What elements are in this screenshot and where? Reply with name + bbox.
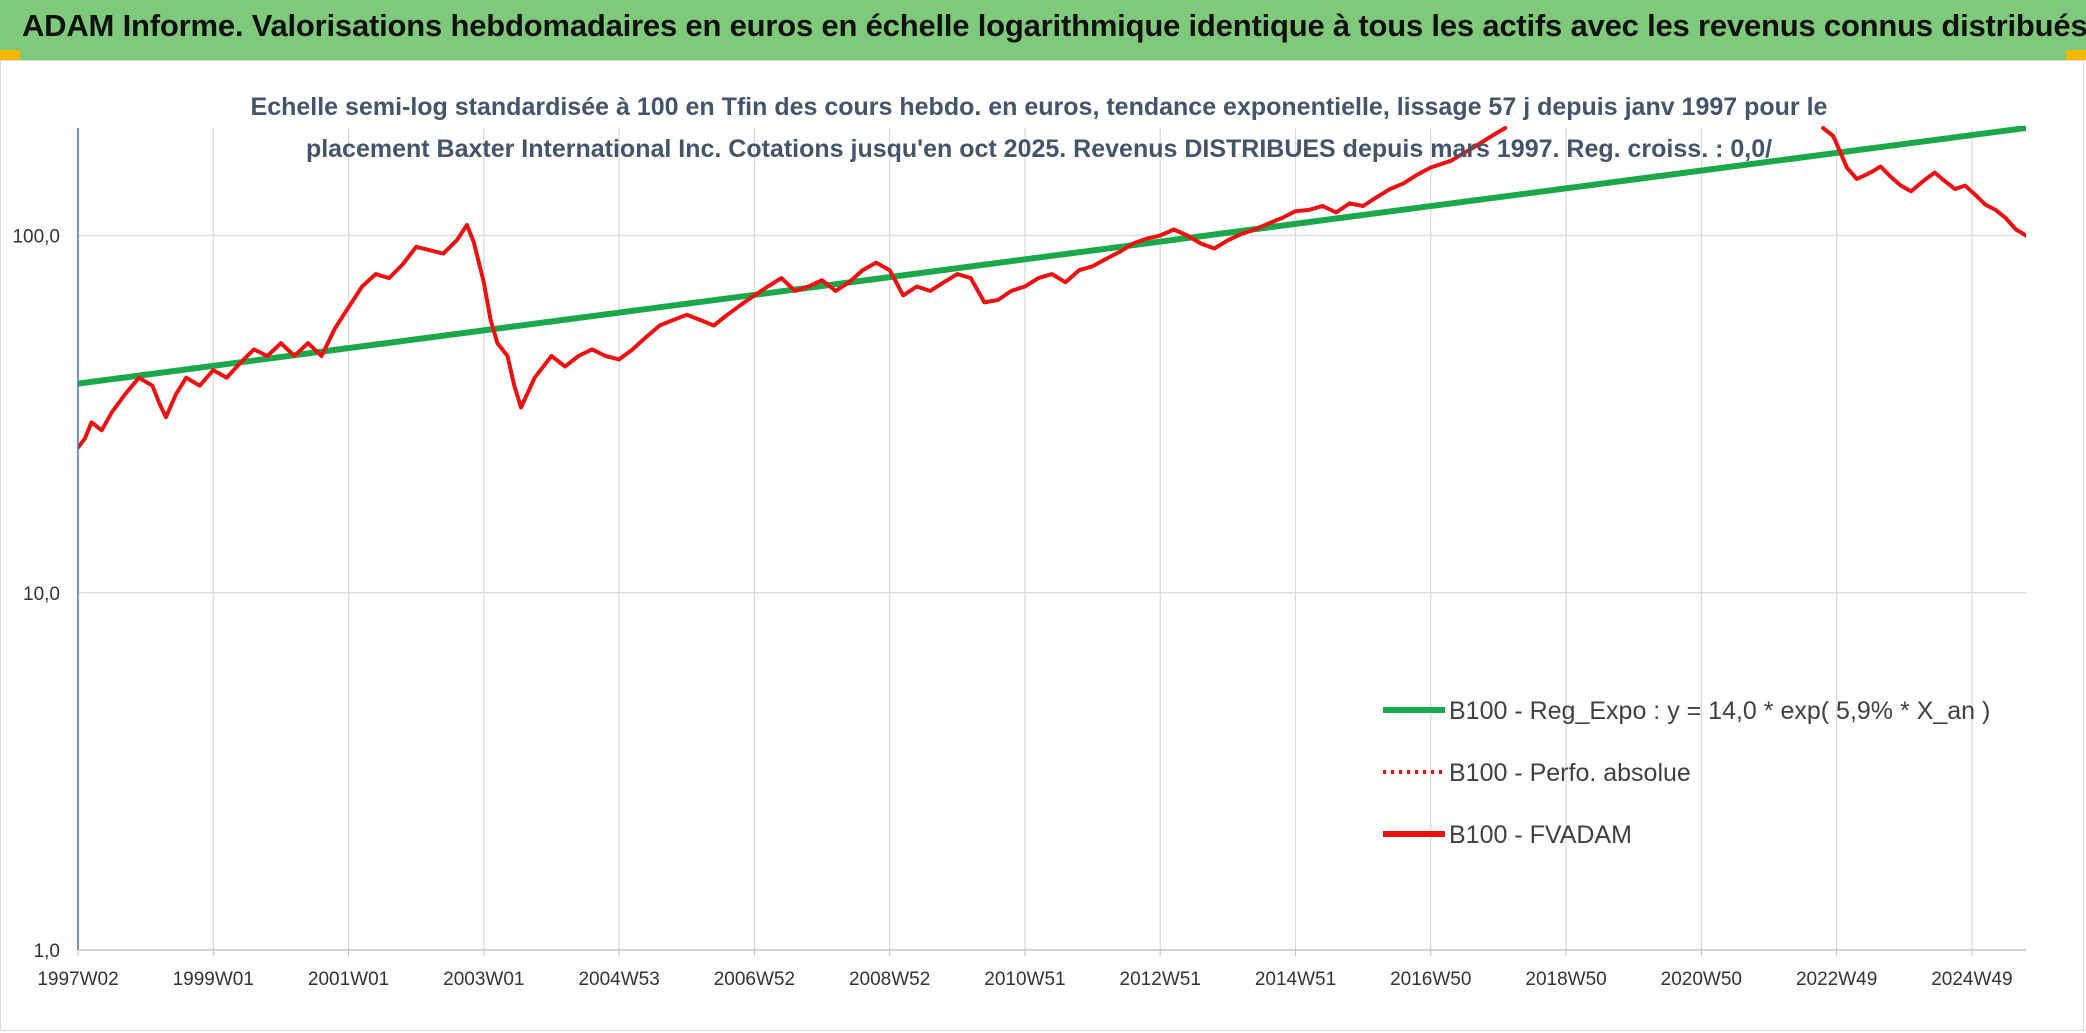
x-tick-label: 2022W49 (1796, 969, 1877, 990)
x-tick-label: 2016W50 (1390, 969, 1471, 990)
x-tick-label: 2004W53 (578, 969, 659, 990)
series-line-0 (78, 126, 2026, 387)
x-tick-label: 2008W52 (849, 969, 930, 990)
x-tick-label: 1997W02 (37, 969, 118, 990)
axis-layer: 1,0 10,0 100,0 1997W02 1999W01 2001W01 2003W01… (12, 128, 2026, 990)
report-title: ADAM Informe. Valorisations hebdomadaire… (22, 8, 2086, 43)
y-tick-label: 100,0 (12, 227, 60, 248)
legend: B100 - Reg_Expo : y = 14,0 * exp( 5,9% *… (1383, 697, 1990, 849)
legend-label: B100 - Reg_Expo : y = 14,0 * exp( 5,9% *… (1449, 697, 1990, 725)
corner-marker-left (0, 50, 20, 60)
header-bar: ADAM Informe. Valorisations hebdomadaire… (0, 0, 2086, 60)
chart-frame (0, 60, 2084, 1031)
chart-subtitle-line-1: Echelle semi-log standardisée à 100 en T… (251, 93, 1828, 121)
x-tick-label: 2003W01 (443, 969, 524, 990)
x-tick-label: 2020W50 (1661, 969, 1742, 990)
x-tick-label: 2024W49 (1931, 969, 2012, 990)
series-layer (78, 126, 2026, 450)
legend-label: B100 - FVADAM (1449, 821, 1632, 849)
y-tick-label: 1,0 (34, 941, 60, 962)
legend-label: B100 - Perfo. absolue (1449, 759, 1691, 787)
x-tick-label: 2006W52 (714, 969, 795, 990)
series-line-2 (78, 126, 1508, 450)
grid-layer (78, 128, 2026, 951)
corner-marker-right (2066, 50, 2086, 60)
x-tick-label: 2012W51 (1120, 969, 1201, 990)
x-tick-label: 2001W01 (308, 969, 389, 990)
x-tick-label: 2014W51 (1255, 969, 1336, 990)
x-tick-label: 1999W01 (173, 969, 254, 990)
x-tick-label: 2018W50 (1525, 969, 1606, 990)
y-tick-label: 10,0 (23, 584, 60, 605)
chart-subtitle-line-2: placement Baxter International Inc. Cota… (306, 135, 1772, 163)
x-tick-label: 2010W51 (984, 969, 1065, 990)
